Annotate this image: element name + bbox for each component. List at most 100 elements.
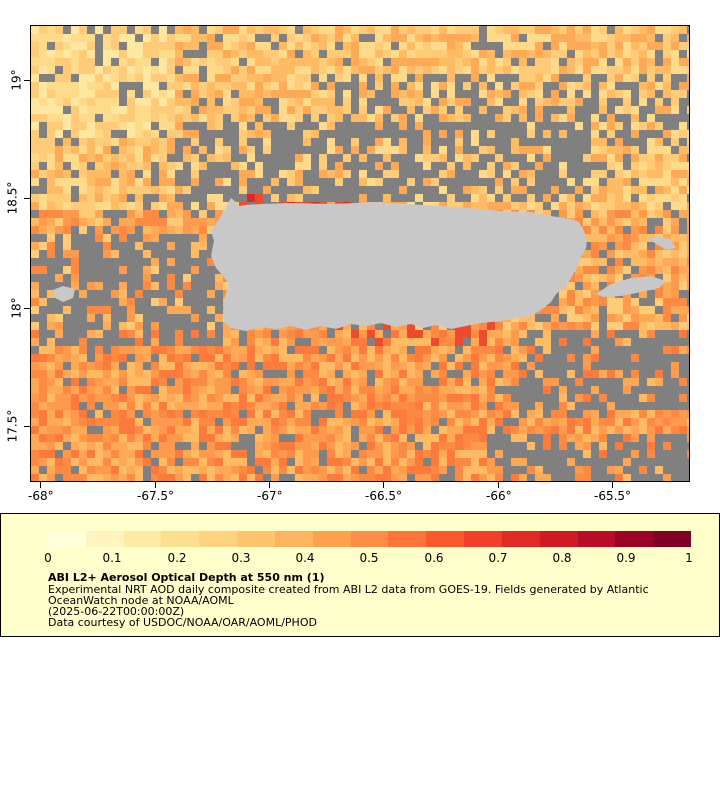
aod-pixel <box>655 250 663 258</box>
aod-map[interactable] <box>30 25 690 482</box>
aod-pixel <box>319 154 327 162</box>
aod-pixel <box>303 34 311 42</box>
aod-pixel <box>527 466 535 474</box>
aod-pixel <box>103 306 111 314</box>
aod-pixel <box>191 42 199 50</box>
aod-pixel <box>359 338 367 346</box>
aod-pixel <box>223 58 231 66</box>
aod-pixel <box>55 74 63 82</box>
aod-pixel <box>55 42 63 50</box>
aod-pixel <box>607 74 615 82</box>
aod-pixel <box>551 322 559 330</box>
aod-pixel <box>615 338 623 346</box>
aod-pixel <box>247 378 255 386</box>
aod-pixel <box>623 386 631 394</box>
aod-pixel <box>71 378 79 386</box>
aod-pixel <box>535 418 543 426</box>
x-tick-label: -65.5° <box>594 489 632 503</box>
aod-pixel <box>255 74 263 82</box>
aod-pixel <box>431 466 439 474</box>
aod-pixel <box>127 362 135 370</box>
aod-pixel <box>407 42 415 50</box>
aod-pixel <box>607 114 615 122</box>
aod-pixel <box>71 130 79 138</box>
aod-pixel <box>111 154 119 162</box>
aod-pixel <box>87 130 95 138</box>
aod-pixel <box>279 410 287 418</box>
aod-pixel <box>575 210 583 218</box>
aod-pixel <box>191 114 199 122</box>
aod-pixel <box>183 458 191 466</box>
aod-pixel <box>95 154 103 162</box>
aod-pixel <box>423 410 431 418</box>
aod-pixel <box>375 418 383 426</box>
aod-pixel <box>519 186 527 194</box>
aod-pixel <box>647 42 655 50</box>
aod-pixel <box>463 434 471 442</box>
aod-pixel <box>39 346 47 354</box>
aod-pixel <box>655 242 663 250</box>
aod-pixel <box>687 186 689 194</box>
aod-pixel <box>671 298 679 306</box>
aod-pixel <box>279 346 287 354</box>
aod-pixel <box>599 170 607 178</box>
aod-pixel <box>415 58 423 66</box>
aod-pixel <box>343 450 351 458</box>
aod-pixel <box>471 322 479 330</box>
colorbar-tick-label: 0.9 <box>616 551 636 565</box>
aod-pixel <box>663 282 671 290</box>
aod-pixel <box>127 466 135 474</box>
aod-pixel <box>591 234 599 242</box>
aod-pixel <box>535 82 543 90</box>
aod-pixel <box>311 370 319 378</box>
aod-pixel <box>295 410 303 418</box>
aod-pixel <box>63 194 71 202</box>
aod-pixel <box>135 354 143 362</box>
aod-pixel <box>87 218 95 226</box>
aod-pixel <box>495 418 503 426</box>
aod-pixel <box>359 402 367 410</box>
aod-pixel <box>671 26 679 34</box>
aod-pixel <box>263 410 271 418</box>
aod-pixel <box>79 106 87 114</box>
aod-pixel <box>295 330 303 338</box>
aod-pixel <box>415 26 423 34</box>
aod-pixel <box>463 82 471 90</box>
aod-pixel <box>151 266 159 274</box>
aod-pixel <box>335 410 343 418</box>
aod-pixel <box>231 418 239 426</box>
aod-pixel <box>223 466 231 474</box>
aod-pixel <box>151 234 159 242</box>
aod-pixel <box>119 458 127 466</box>
aod-pixel <box>351 42 359 50</box>
aod-pixel <box>511 378 519 386</box>
aod-pixel <box>639 194 647 202</box>
aod-pixel <box>479 170 487 178</box>
aod-pixel <box>239 34 247 42</box>
aod-pixel <box>271 426 279 434</box>
aod-pixel <box>647 178 655 186</box>
aod-pixel <box>487 58 495 66</box>
aod-pixel <box>55 202 63 210</box>
aod-pixel <box>391 458 399 466</box>
aod-pixel <box>71 82 79 90</box>
aod-pixel <box>295 362 303 370</box>
aod-pixel <box>167 362 175 370</box>
aod-pixel <box>79 114 87 122</box>
aod-pixel <box>511 42 519 50</box>
aod-pixel <box>135 138 143 146</box>
aod-pixel <box>215 82 223 90</box>
aod-pixel <box>271 410 279 418</box>
aod-pixel <box>599 210 607 218</box>
aod-pixel <box>223 66 231 74</box>
aod-pixel <box>359 474 367 481</box>
colorbar-segment <box>464 531 502 547</box>
aod-pixel <box>671 34 679 42</box>
aod-pixel <box>543 130 551 138</box>
aod-pixel <box>319 122 327 130</box>
aod-pixel <box>431 178 439 186</box>
aod-pixel <box>431 442 439 450</box>
aod-pixel <box>447 378 455 386</box>
aod-pixel <box>567 426 575 434</box>
aod-pixel <box>519 26 527 34</box>
